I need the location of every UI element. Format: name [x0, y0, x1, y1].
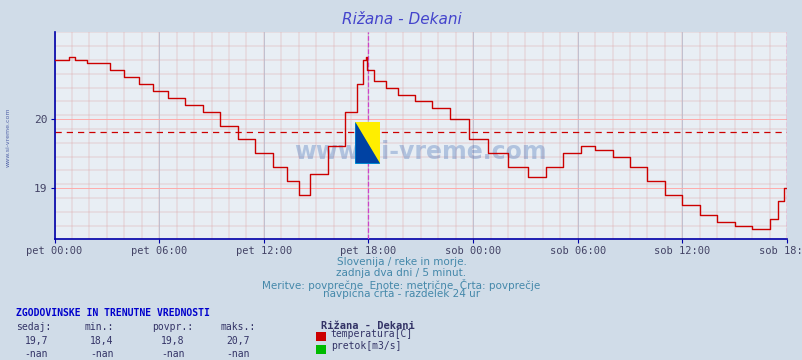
Text: -nan: -nan — [24, 349, 48, 359]
Text: 20,7: 20,7 — [226, 336, 250, 346]
Text: sedaj:: sedaj: — [16, 322, 51, 332]
Bar — [355, 122, 379, 163]
Text: navpična črta - razdelek 24 ur: navpična črta - razdelek 24 ur — [322, 289, 480, 299]
Text: www.si-vreme.com: www.si-vreme.com — [6, 107, 10, 167]
Text: www.si-vreme.com: www.si-vreme.com — [294, 140, 546, 165]
Text: pretok[m3/s]: pretok[m3/s] — [330, 341, 401, 351]
Text: ZGODOVINSKE IN TRENUTNE VREDNOSTI: ZGODOVINSKE IN TRENUTNE VREDNOSTI — [16, 308, 209, 318]
Text: temperatura[C]: temperatura[C] — [330, 329, 412, 339]
Text: Meritve: povprečne  Enote: metrične  Črta: povprečje: Meritve: povprečne Enote: metrične Črta:… — [262, 279, 540, 291]
Polygon shape — [355, 122, 379, 163]
Text: -nan: -nan — [226, 349, 250, 359]
Text: -nan: -nan — [90, 349, 114, 359]
Text: 19,8: 19,8 — [160, 336, 184, 346]
Text: zadnja dva dni / 5 minut.: zadnja dva dni / 5 minut. — [336, 268, 466, 278]
Text: min.:: min.: — [84, 322, 114, 332]
Text: -nan: -nan — [160, 349, 184, 359]
Text: Rižana - Dekani: Rižana - Dekani — [321, 321, 415, 331]
Text: 19,7: 19,7 — [24, 336, 48, 346]
Text: Rižana - Dekani: Rižana - Dekani — [341, 12, 461, 27]
Text: povpr.:: povpr.: — [152, 322, 193, 332]
Text: maks.:: maks.: — [221, 322, 256, 332]
Text: Slovenija / reke in morje.: Slovenija / reke in morje. — [336, 257, 466, 267]
Text: 18,4: 18,4 — [90, 336, 114, 346]
Polygon shape — [355, 122, 379, 163]
